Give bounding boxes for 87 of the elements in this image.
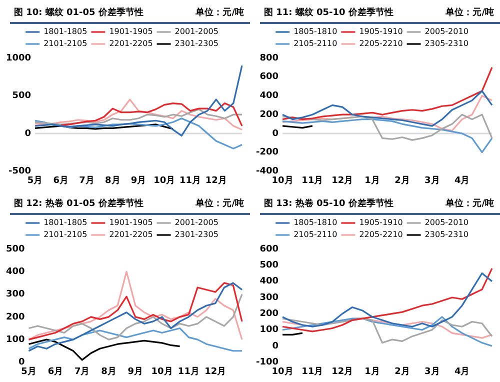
y-tick-label: 200 (260, 110, 279, 120)
legend-label: 2205-2210 (359, 39, 403, 48)
y-tick-label: 500 (6, 244, 25, 254)
x-tick-label: 6月 (53, 174, 69, 186)
chart-subtitle: 单位：元/吨 (196, 6, 244, 19)
x-tick-label: 8月 (101, 366, 116, 377)
x-tick-label: 12月 (332, 366, 354, 377)
y-tick-label: 500 (260, 260, 279, 271)
y-tick-label: 1000 (6, 53, 32, 64)
y-tick-label: -200 (256, 148, 279, 158)
legend-label: 2101-2105 (44, 230, 88, 240)
x-tick-label: 10月 (272, 174, 294, 186)
legend-label: 2301-2305 (174, 39, 218, 48)
chart-subtitle: 单位：元/吨 (446, 197, 494, 210)
legend-label: 1901-1905 (109, 27, 153, 36)
legend-label: 2301-2305 (174, 230, 218, 240)
x-tick-label: 5月 (27, 174, 43, 186)
y-tick-label: 0 (18, 358, 25, 368)
legend-label: 2305-2310 (424, 39, 468, 48)
legend-label: 2201-2205 (109, 39, 153, 48)
y-tick-label: -500 (8, 166, 32, 177)
chart-subtitle: 单位：元/吨 (196, 197, 244, 210)
y-tick-label: 800 (260, 53, 279, 64)
legend-label: 1801-1805 (44, 27, 88, 36)
legend-label: 1901-1905 (109, 218, 153, 228)
y-tick-label: 100 (6, 334, 25, 345)
x-tick-label: 7月 (79, 174, 94, 186)
legend-label: 2105-2110 (294, 39, 338, 48)
y-tick-label: 400 (260, 276, 279, 287)
legend-label: 2105-2110 (294, 230, 338, 240)
chart-title: 图 10: 螺纹 01-05 价差季节性 (14, 6, 144, 19)
x-tick-label: 4月 (454, 174, 470, 186)
x-tick-label: 3月 (424, 174, 440, 186)
x-tick-label: 11月 (178, 366, 200, 377)
x-tick-label: 10月 (154, 174, 176, 186)
legend-label: 2001-2005 (174, 27, 218, 36)
x-tick-label: 12月 (205, 174, 227, 186)
x-tick-label: 6月 (48, 366, 64, 377)
y-tick-label: 300 (260, 292, 279, 303)
y-tick-label: 0 (272, 341, 279, 352)
legend-label: 1801-1805 (44, 218, 88, 228)
x-tick-label: 9月 (130, 174, 146, 186)
legend-label: 1805-1810 (294, 27, 338, 36)
chart-title: 图 13: 热卷 05-10 价差季节性 (264, 197, 394, 210)
y-tick-label: 0 (272, 128, 279, 139)
x-tick-label: 11月 (302, 174, 324, 186)
x-tick-label: 7月 (74, 366, 90, 377)
x-tick-label: 4月 (454, 366, 470, 377)
y-tick-label: -400 (256, 166, 279, 177)
chart-title: 图 11: 螺纹 05-10 价差季节性 (264, 6, 394, 19)
y-tick-label: 500 (12, 91, 32, 102)
legend-label: 2205-2210 (359, 230, 403, 240)
x-tick-label: 5月 (21, 366, 36, 377)
legend-label: 2001-2005 (174, 218, 218, 228)
x-tick-label: 10月 (151, 366, 173, 377)
x-tick-label: 1月 (364, 366, 380, 377)
x-tick-label: 2月 (394, 174, 410, 186)
y-tick-label: 600 (260, 72, 279, 82)
y-tick-label: 600 (260, 244, 279, 254)
x-tick-label: 3月 (424, 366, 440, 377)
x-tick-label: 12月 (204, 366, 226, 377)
chart-subtitle: 单位：元/吨 (446, 6, 494, 19)
x-tick-label: 11月 (179, 174, 202, 186)
x-tick-label: 10月 (272, 366, 294, 377)
y-tick-label: 100 (260, 325, 279, 336)
legend-label: 2101-2105 (44, 39, 88, 48)
y-tick-label: 300 (6, 290, 25, 300)
y-tick-label: 400 (260, 91, 279, 102)
x-tick-label: 11月 (302, 366, 324, 377)
legend-label: 2201-2205 (109, 230, 153, 240)
legend-label: 1905-1910 (359, 27, 403, 36)
legend-label: 2305-2310 (424, 230, 468, 240)
x-tick-label: 2月 (394, 366, 410, 377)
x-tick-label: 8月 (105, 174, 120, 186)
y-tick-label: -100 (256, 358, 279, 368)
y-tick-label: 400 (6, 266, 25, 277)
x-tick-label: 9月 (128, 366, 144, 377)
y-tick-label: 200 (260, 309, 279, 320)
x-tick-label: 1月 (364, 174, 380, 186)
legend-label: 2005-2010 (424, 218, 468, 228)
legend-label: 2005-2010 (424, 27, 468, 36)
legend-label: 1805-1810 (294, 218, 338, 228)
chart-title: 图 12: 热卷 01-05 价差季节性 (14, 197, 144, 210)
y-tick-label: 200 (6, 312, 25, 322)
x-tick-label: 12月 (332, 174, 354, 186)
y-tick-label: 0 (24, 128, 32, 139)
legend-label: 1905-1910 (359, 218, 403, 228)
